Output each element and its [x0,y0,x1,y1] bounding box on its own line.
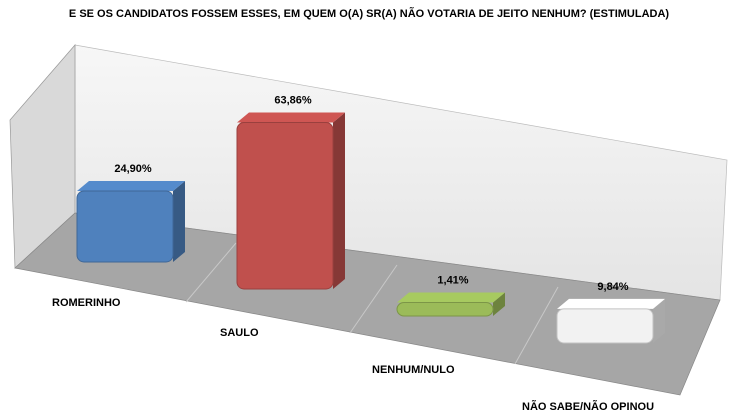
bar [236,122,334,290]
value-label: 63,86% [274,94,312,106]
bar [396,302,494,317]
bar-side [333,112,345,289]
chart-title: E SE OS CANDIDATOS FOSSEM ESSES, EM QUEM… [69,7,669,20]
bar [76,190,174,263]
floor [14,212,721,396]
bar-side [493,292,505,316]
bar [556,308,654,344]
bar-top [77,180,185,191]
category-label: SAULO [220,327,259,339]
value-label: 24,90% [114,163,152,175]
bar-top [397,292,505,303]
value-label: 9,84% [597,281,628,293]
bar-side [653,298,665,343]
bar-top [237,112,345,123]
bar-side [173,180,185,262]
floor-dividers [185,242,559,365]
category-label: NENHUM/NULO [372,364,455,376]
category-label: ROMERINHO [52,297,121,309]
value-label: 1,41% [437,274,468,286]
bar-top [557,298,665,309]
category-label: NÃO SABE/NÃO OPINOU [522,400,654,412]
